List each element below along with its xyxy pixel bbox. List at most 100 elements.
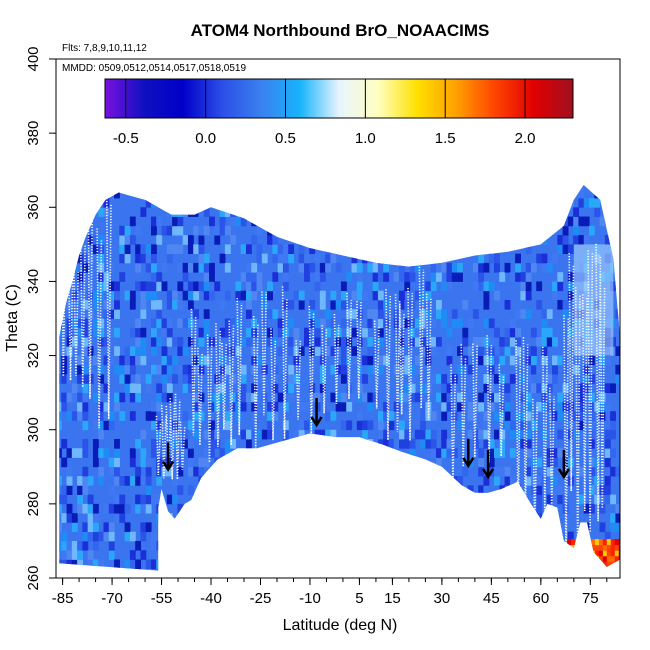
field-cell bbox=[59, 457, 62, 468]
field-cell bbox=[129, 364, 136, 375]
field-cell bbox=[293, 374, 300, 384]
field-cell bbox=[129, 531, 136, 542]
field-cell bbox=[124, 383, 131, 394]
field-cell bbox=[214, 235, 221, 245]
field-cell bbox=[129, 299, 136, 310]
y-tick-label: 300 bbox=[25, 417, 42, 442]
field-cell bbox=[399, 262, 405, 273]
field-cell bbox=[567, 392, 574, 403]
field-cell bbox=[267, 401, 273, 412]
field-cell bbox=[552, 485, 558, 495]
field-cell bbox=[409, 327, 416, 338]
field-cell bbox=[140, 355, 147, 366]
field-cell bbox=[404, 272, 411, 282]
field-cell bbox=[288, 346, 295, 356]
field-cell bbox=[552, 281, 558, 292]
field-cell bbox=[615, 309, 620, 319]
field-cell bbox=[140, 327, 147, 338]
field-cell bbox=[145, 503, 152, 514]
field-cell bbox=[552, 355, 558, 366]
field-cell bbox=[604, 401, 611, 412]
field-cell bbox=[129, 559, 136, 570]
field-cell bbox=[114, 401, 120, 412]
field-cell bbox=[372, 392, 379, 403]
field-cell bbox=[599, 392, 606, 403]
field-cell bbox=[615, 466, 620, 477]
field-cell bbox=[446, 262, 453, 273]
field-cell bbox=[59, 420, 62, 431]
flight-track bbox=[215, 323, 221, 447]
field-cell bbox=[383, 272, 390, 282]
field-cell bbox=[166, 355, 173, 366]
field-cell bbox=[150, 346, 157, 356]
flight-track bbox=[174, 393, 181, 480]
field-cell bbox=[610, 383, 616, 394]
field-cell bbox=[383, 411, 390, 421]
field-cell bbox=[446, 383, 453, 394]
field-cell bbox=[145, 411, 152, 421]
colorbar-tick-label: 0.5 bbox=[275, 130, 296, 147]
field-cell bbox=[615, 346, 620, 356]
field-cell bbox=[187, 448, 194, 458]
field-cell bbox=[309, 383, 316, 394]
field-cell bbox=[509, 448, 516, 458]
field-cell bbox=[272, 309, 279, 319]
field-cell bbox=[430, 272, 437, 282]
field-cell bbox=[82, 485, 89, 495]
field-cell bbox=[61, 355, 68, 366]
y-tick-label: 280 bbox=[25, 491, 42, 516]
field-cell bbox=[193, 355, 200, 366]
arrow-head bbox=[462, 457, 475, 469]
field-cell bbox=[552, 448, 558, 458]
field-cell bbox=[483, 355, 490, 366]
field-cell bbox=[425, 309, 432, 319]
field-cell bbox=[520, 309, 527, 319]
field-cell bbox=[435, 374, 442, 384]
field-cell bbox=[256, 253, 263, 264]
field-cell bbox=[156, 429, 163, 440]
field-cell bbox=[399, 299, 405, 310]
field-cell bbox=[425, 429, 432, 440]
field-cell bbox=[588, 429, 595, 440]
field-cell bbox=[515, 272, 521, 282]
field-cell bbox=[393, 327, 400, 338]
flight-track bbox=[450, 364, 457, 484]
field-cell bbox=[114, 476, 120, 486]
field-cell bbox=[314, 281, 321, 292]
field-cell bbox=[172, 299, 178, 310]
field-cell bbox=[272, 253, 279, 264]
field-cell bbox=[124, 531, 131, 542]
field-cell bbox=[114, 309, 120, 319]
field-cell bbox=[92, 457, 99, 468]
field-cell bbox=[409, 383, 416, 394]
field-cell bbox=[578, 401, 585, 412]
field-cell bbox=[177, 216, 184, 227]
field-cell bbox=[425, 383, 432, 394]
field-cell bbox=[499, 429, 506, 440]
field-cell bbox=[135, 476, 142, 486]
field-cell bbox=[59, 411, 62, 421]
field-cell bbox=[124, 355, 131, 366]
field-cell bbox=[267, 337, 273, 347]
field-cell bbox=[245, 337, 252, 347]
field-cell bbox=[203, 309, 210, 319]
field-cell bbox=[483, 383, 490, 394]
flight-track bbox=[190, 308, 197, 436]
field-cell bbox=[425, 281, 432, 292]
field-cell bbox=[541, 476, 548, 486]
field-cell bbox=[472, 281, 479, 292]
field-cell bbox=[525, 281, 532, 292]
field-cell bbox=[103, 309, 110, 319]
field-cell bbox=[367, 355, 374, 366]
field-cell bbox=[472, 309, 479, 319]
field-cell bbox=[488, 355, 495, 366]
field-cell bbox=[425, 346, 432, 356]
field-cell bbox=[282, 299, 289, 310]
field-cell bbox=[187, 290, 194, 301]
field-cell bbox=[61, 550, 68, 560]
field-cell bbox=[219, 392, 226, 403]
field-cell bbox=[209, 448, 215, 458]
field-cell bbox=[520, 411, 527, 421]
field-cell bbox=[494, 374, 500, 384]
field-cell bbox=[251, 318, 258, 329]
